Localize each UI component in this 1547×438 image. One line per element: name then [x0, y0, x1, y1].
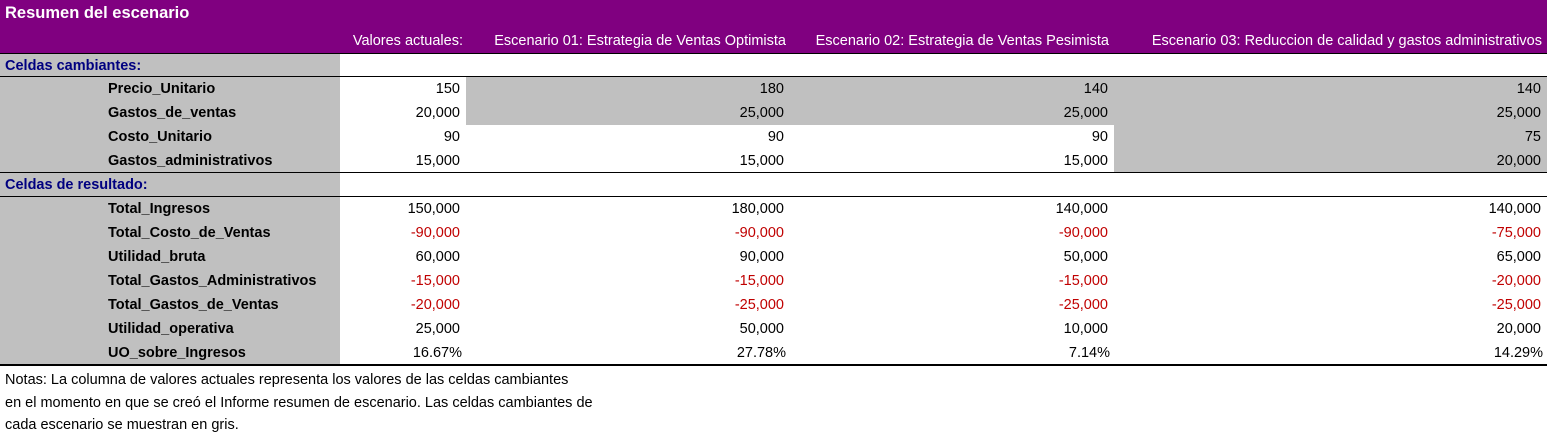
cell-scenario-02[interactable]: -25,000: [1058, 297, 1108, 313]
cell-current[interactable]: 90: [443, 129, 460, 145]
row-label[interactable]: Total_Gastos_Administrativos: [0, 269, 340, 293]
cell-scenario-01[interactable]: 90,000: [739, 249, 784, 265]
cell-scenario-01[interactable]: 25,000: [466, 101, 790, 125]
table-row: Gastos_de_ventas 20,000 25,000 25,000 25…: [0, 101, 1547, 125]
cell-scenario-01[interactable]: 15,000: [739, 153, 784, 169]
cell-scenario-02[interactable]: 15,000: [1063, 153, 1108, 169]
cell-scenario-03[interactable]: 20,000: [1114, 149, 1547, 173]
divider: [0, 196, 1547, 197]
notes-line: Notas: La columna de valores actuales re…: [5, 372, 569, 388]
cell-scenario-03[interactable]: 65,000: [1496, 249, 1541, 265]
cell-scenario-03[interactable]: 25,000: [1114, 101, 1547, 125]
cell-current[interactable]: 25,000: [415, 321, 460, 337]
table-row: UO_sobre_Ingresos 16.67% 27.78% 7.14% 14…: [0, 341, 1547, 365]
column-header-current[interactable]: Valores actuales:: [352, 33, 463, 49]
notes-line: cada escenario se muestran en gris.: [5, 417, 239, 433]
cell-scenario-03[interactable]: 140: [1114, 77, 1547, 101]
row-label[interactable]: Precio_Unitario: [0, 77, 340, 101]
row-label[interactable]: Gastos_administrativos: [0, 149, 340, 173]
cell-scenario-01[interactable]: -15,000: [734, 273, 784, 289]
cell-scenario-03[interactable]: 20,000: [1496, 321, 1541, 337]
section-row-results: Celdas de resultado:: [0, 173, 1547, 197]
table-row: Total_Gastos_Administrativos -15,000 -15…: [0, 269, 1547, 293]
divider: [0, 172, 1547, 173]
cell-scenario-02[interactable]: 140: [790, 77, 1114, 101]
table-row: Total_Ingresos 150,000 180,000 140,000 1…: [0, 197, 1547, 221]
row-label[interactable]: Utilidad_bruta: [0, 245, 340, 269]
cell-current[interactable]: 150,000: [407, 201, 460, 217]
cell-scenario-02[interactable]: 50,000: [1063, 249, 1108, 265]
cell-scenario-02[interactable]: 7.14%: [1068, 345, 1110, 361]
cell-scenario-03[interactable]: 75: [1114, 125, 1547, 149]
cell-scenario-03[interactable]: -75,000: [1491, 225, 1541, 241]
table-row: Precio_Unitario 150 180 140 140: [0, 77, 1547, 101]
title-bar: Resumen del escenario: [0, 0, 1547, 29]
cell-current[interactable]: 20,000: [415, 105, 460, 121]
cell-scenario-02[interactable]: 25,000: [790, 101, 1114, 125]
cell-scenario-03[interactable]: -25,000: [1491, 297, 1541, 313]
cell-scenario-02[interactable]: 140,000: [1055, 201, 1108, 217]
cell-scenario-02[interactable]: 90: [1091, 129, 1108, 145]
cell-current[interactable]: 150: [435, 81, 460, 97]
cell-scenario-02[interactable]: 10,000: [1063, 321, 1108, 337]
table-row: Costo_Unitario 90 90 90 75: [0, 125, 1547, 149]
cell-scenario-03[interactable]: 14.29%: [1493, 345, 1543, 361]
cell-current[interactable]: 60,000: [415, 249, 460, 265]
table-row: Utilidad_bruta 60,000 90,000 50,000 65,0…: [0, 245, 1547, 269]
cell-scenario-02[interactable]: -15,000: [1058, 273, 1108, 289]
column-header-scenario-01[interactable]: Escenario 01: Estrategia de Ventas Optim…: [494, 33, 786, 49]
cell-scenario-01[interactable]: -25,000: [734, 297, 784, 313]
table-bottom-border: [0, 364, 1547, 366]
row-label[interactable]: Utilidad_operativa: [0, 317, 340, 341]
row-label[interactable]: Costo_Unitario: [0, 125, 340, 149]
table-row: Utilidad_operativa 25,000 50,000 10,000 …: [0, 317, 1547, 341]
row-label[interactable]: Total_Ingresos: [0, 197, 340, 221]
table-row: Total_Costo_de_Ventas -90,000 -90,000 -9…: [0, 221, 1547, 245]
cell-current[interactable]: -90,000: [410, 225, 460, 241]
column-header-scenario-02[interactable]: Escenario 02: Estrategia de Ventas Pesim…: [815, 33, 1109, 49]
cell-scenario-01[interactable]: 180: [466, 77, 790, 101]
table-row: Total_Gastos_de_Ventas -20,000 -25,000 -…: [0, 293, 1547, 317]
section-label-results[interactable]: Celdas de resultado:: [0, 173, 340, 197]
section-row-changing: Celdas cambiantes:: [0, 54, 1547, 78]
cell-scenario-03[interactable]: 140,000: [1488, 201, 1541, 217]
cell-scenario-01[interactable]: 27.78%: [736, 345, 786, 361]
cell-scenario-01[interactable]: 90: [767, 129, 784, 145]
report-title: Resumen del escenario: [5, 4, 190, 22]
divider: [0, 76, 1547, 77]
cell-scenario-03[interactable]: -20,000: [1491, 273, 1541, 289]
column-header-scenario-03[interactable]: Escenario 03: Reduccion de calidad y gas…: [1151, 33, 1542, 49]
cell-scenario-02[interactable]: -90,000: [1058, 225, 1108, 241]
table-row: Gastos_administrativos 15,000 15,000 15,…: [0, 149, 1547, 173]
row-label[interactable]: UO_sobre_Ingresos: [0, 341, 340, 365]
cell-current[interactable]: 16.67%: [412, 345, 462, 361]
row-label[interactable]: Total_Costo_de_Ventas: [0, 221, 340, 245]
cell-current[interactable]: 15,000: [415, 153, 460, 169]
cell-current[interactable]: -20,000: [410, 297, 460, 313]
section-label-changing[interactable]: Celdas cambiantes:: [0, 54, 340, 78]
cell-scenario-01[interactable]: -90,000: [734, 225, 784, 241]
cell-current[interactable]: -15,000: [410, 273, 460, 289]
column-header-row: Valores actuales: Escenario 01: Estrateg…: [0, 29, 1547, 54]
row-label[interactable]: Gastos_de_ventas: [0, 101, 340, 125]
row-label[interactable]: Total_Gastos_de_Ventas: [0, 293, 340, 317]
cell-scenario-01[interactable]: 180,000: [731, 201, 784, 217]
cell-scenario-01[interactable]: 50,000: [739, 321, 784, 337]
notes-line: en el momento en que se creó el Informe …: [5, 394, 593, 411]
notes: Notas: La columna de valores actuales re…: [5, 369, 593, 437]
